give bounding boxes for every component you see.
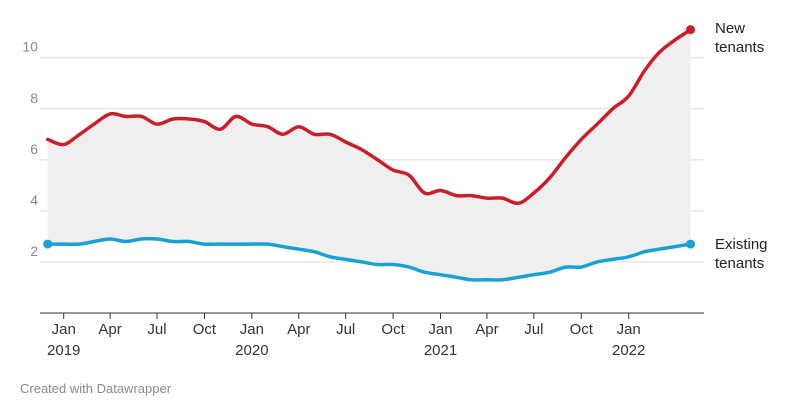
x-tick-label: Apr [98,321,121,338]
x-tick-label: Jul [524,321,543,338]
x-tick-label: Apr [287,321,310,338]
x-tick-year: 2021 [424,342,457,359]
y-tick-label: 8 [30,90,38,106]
series-label-existing-tenants: Existing [715,236,768,253]
x-tick-label: Oct [381,321,405,338]
series-line-existing-tenants [45,236,693,282]
series-label-existing-tenants: tenants [715,255,764,272]
x-tick-label: Jan [428,321,452,338]
x-tick-label: Oct [193,321,217,338]
y-tick-label: 10 [22,39,38,55]
x-tick-label: Oct [570,321,594,338]
x-tick-year: 2020 [235,342,268,359]
y-tick-label: 6 [30,141,38,157]
series-lines [43,25,696,282]
series-label-new-tenants: New [715,20,745,37]
x-tick-label: Jan [240,321,264,338]
x-tick-year: 2019 [47,342,80,359]
y-axis-ticks: 2 4 6 8 10 [22,39,38,259]
x-tick-label: Jan [52,321,76,338]
y-tick-label: 4 [30,192,38,208]
x-axis-ticks: Jan 2019 Apr Jul Oct Jan 2020 Apr Jul Oct Jan 2021 A… [47,313,645,359]
point-existing-tenants-start [43,239,53,249]
x-tick-year: 2022 [612,342,645,359]
series-label-new-tenants: tenants [715,39,764,56]
point-existing-tenants-end [686,239,696,249]
x-tick-label: Jul [336,321,355,338]
series-labels: New tenants Existing tenants [715,20,768,272]
credit-text: Created with Datawrapper [20,381,172,396]
x-tick-label: Apr [475,321,498,338]
series-line-new-tenants [45,27,693,206]
x-tick-label: Jan [617,321,641,338]
y-tick-label: 2 [30,243,38,259]
point-new-tenants-end [686,25,696,35]
x-tick-label: Jul [147,321,166,338]
